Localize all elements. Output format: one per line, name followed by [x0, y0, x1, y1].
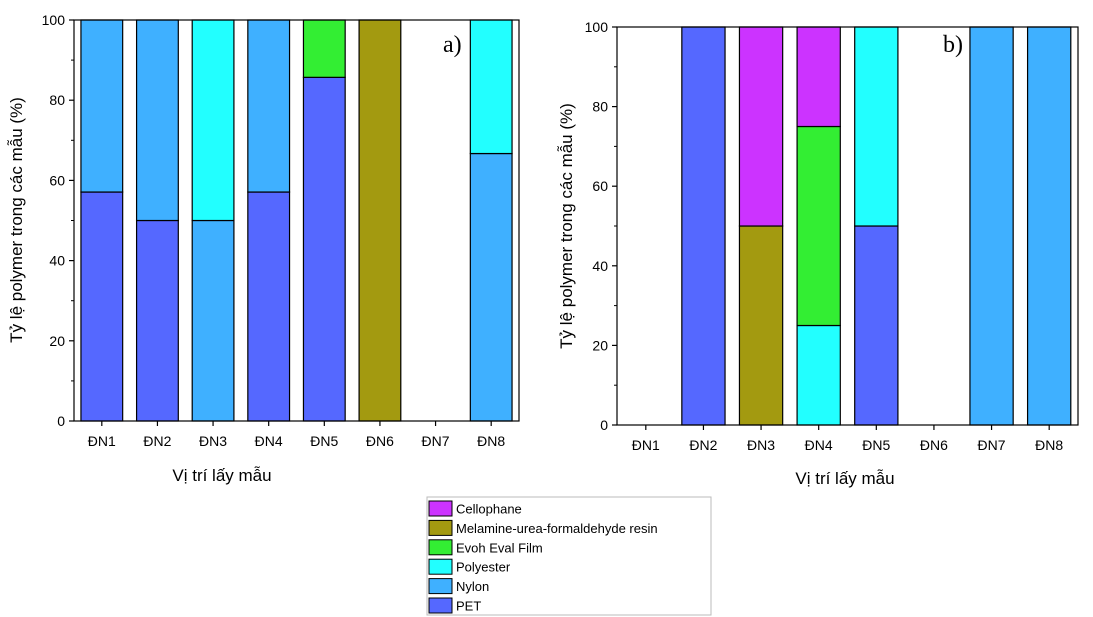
x-tick-label: ĐN8 [1035, 437, 1063, 453]
bar-segment [191, 219, 235, 422]
legend-label: Polyester [456, 560, 511, 575]
bars [681, 26, 1072, 426]
y-tick-label: 100 [585, 19, 609, 35]
legend-label: Cellophane [456, 502, 522, 517]
bar-segment [302, 76, 346, 422]
bar-segment [969, 26, 1014, 426]
y-tick-label: 20 [49, 333, 65, 349]
y-axis-title: Tỷ lệ polymer trong các mẫu (%) [7, 97, 26, 343]
x-tick-label: ĐN4 [255, 433, 283, 449]
bar-segment [358, 19, 402, 422]
x-tick-label: ĐN3 [199, 433, 227, 449]
y-tick-label: 40 [49, 253, 65, 269]
legend-box [426, 496, 712, 616]
y-tick-label: 80 [592, 99, 608, 115]
chart-panel-a: 0 20 40 60 80 100 ĐN1 ĐN2 ĐN3 ĐN4 ĐN5 ĐN6 ĐN7 ĐN8 Vị t… [7, 12, 520, 485]
panel-label: b) [943, 32, 963, 58]
bar-segment [796, 26, 841, 128]
bar-segment [80, 191, 124, 422]
x-tick-label: ĐN2 [143, 433, 171, 449]
legend-label: Nylon [456, 579, 489, 594]
y-tick-label: 0 [600, 417, 608, 433]
bar-segment [796, 324, 841, 426]
chart-panel-b: 0 20 40 60 80 100 ĐN1 ĐN2 ĐN3 ĐN4 ĐN5 ĐN6 ĐN7 ĐN8 Vị t… [557, 19, 1079, 488]
legend-swatch [428, 519, 453, 536]
y-tick-label: 60 [592, 178, 608, 194]
x-tick-label: ĐN3 [747, 437, 775, 453]
legend-swatch [428, 597, 453, 614]
x-tick-label: ĐN1 [88, 433, 116, 449]
y-tick-label: 20 [592, 337, 608, 353]
bar-segment [854, 225, 899, 426]
bar-segment [247, 19, 291, 193]
x-tick-label: ĐN1 [632, 437, 660, 453]
bar-segment [191, 19, 235, 222]
y-tick-label: 60 [49, 172, 65, 188]
bar-segment [738, 26, 784, 227]
legend-label: Melamine-urea-formaldehyde resin [456, 521, 658, 536]
bar-segment [796, 125, 841, 327]
bar-segment [738, 225, 784, 426]
x-tick-label: ĐN2 [689, 437, 717, 453]
x-tick-label: ĐN6 [366, 433, 394, 449]
legend-swatch [428, 558, 453, 575]
y-tick-label: 80 [49, 92, 65, 108]
bar-segment [469, 19, 513, 155]
x-tick-label: ĐN4 [805, 437, 833, 453]
legend: Cellophane Melamine-urea-formaldehyde res… [426, 496, 712, 616]
x-tick-label: ĐN5 [862, 437, 890, 453]
bars [80, 19, 513, 422]
legend-label: Evoh Eval Film [456, 540, 543, 555]
bar-segment [681, 26, 726, 426]
bar-segment [135, 19, 179, 222]
bar-segment [469, 152, 513, 422]
bar-segment [80, 19, 124, 193]
y-tick-label: 0 [57, 413, 65, 429]
x-tick-label: ĐN6 [920, 437, 948, 453]
x-tick-label: ĐN7 [422, 433, 450, 449]
y-tick-label: 100 [42, 12, 66, 28]
legend-swatch [428, 500, 453, 517]
bar-segment [302, 19, 346, 78]
bar-segment [854, 26, 899, 227]
y-tick-label: 40 [592, 258, 608, 274]
x-tick-label: ĐN5 [310, 433, 338, 449]
bar-segment [135, 219, 179, 422]
legend-swatch [428, 539, 453, 556]
panel-label: a) [443, 32, 462, 58]
legend-label: PET [456, 599, 481, 614]
x-axis-title: Vị trí lấy mẫu [172, 466, 271, 485]
legend-swatch [428, 578, 453, 595]
y-axis-title: Tỷ lệ polymer trong các mẫu (%) [557, 103, 576, 349]
x-tick-label: ĐN8 [477, 433, 505, 449]
bar-segment [1026, 26, 1072, 426]
x-tick-label: ĐN7 [978, 437, 1006, 453]
bar-segment [247, 191, 291, 422]
x-axis-title: Vị trí lấy mẫu [795, 469, 894, 488]
